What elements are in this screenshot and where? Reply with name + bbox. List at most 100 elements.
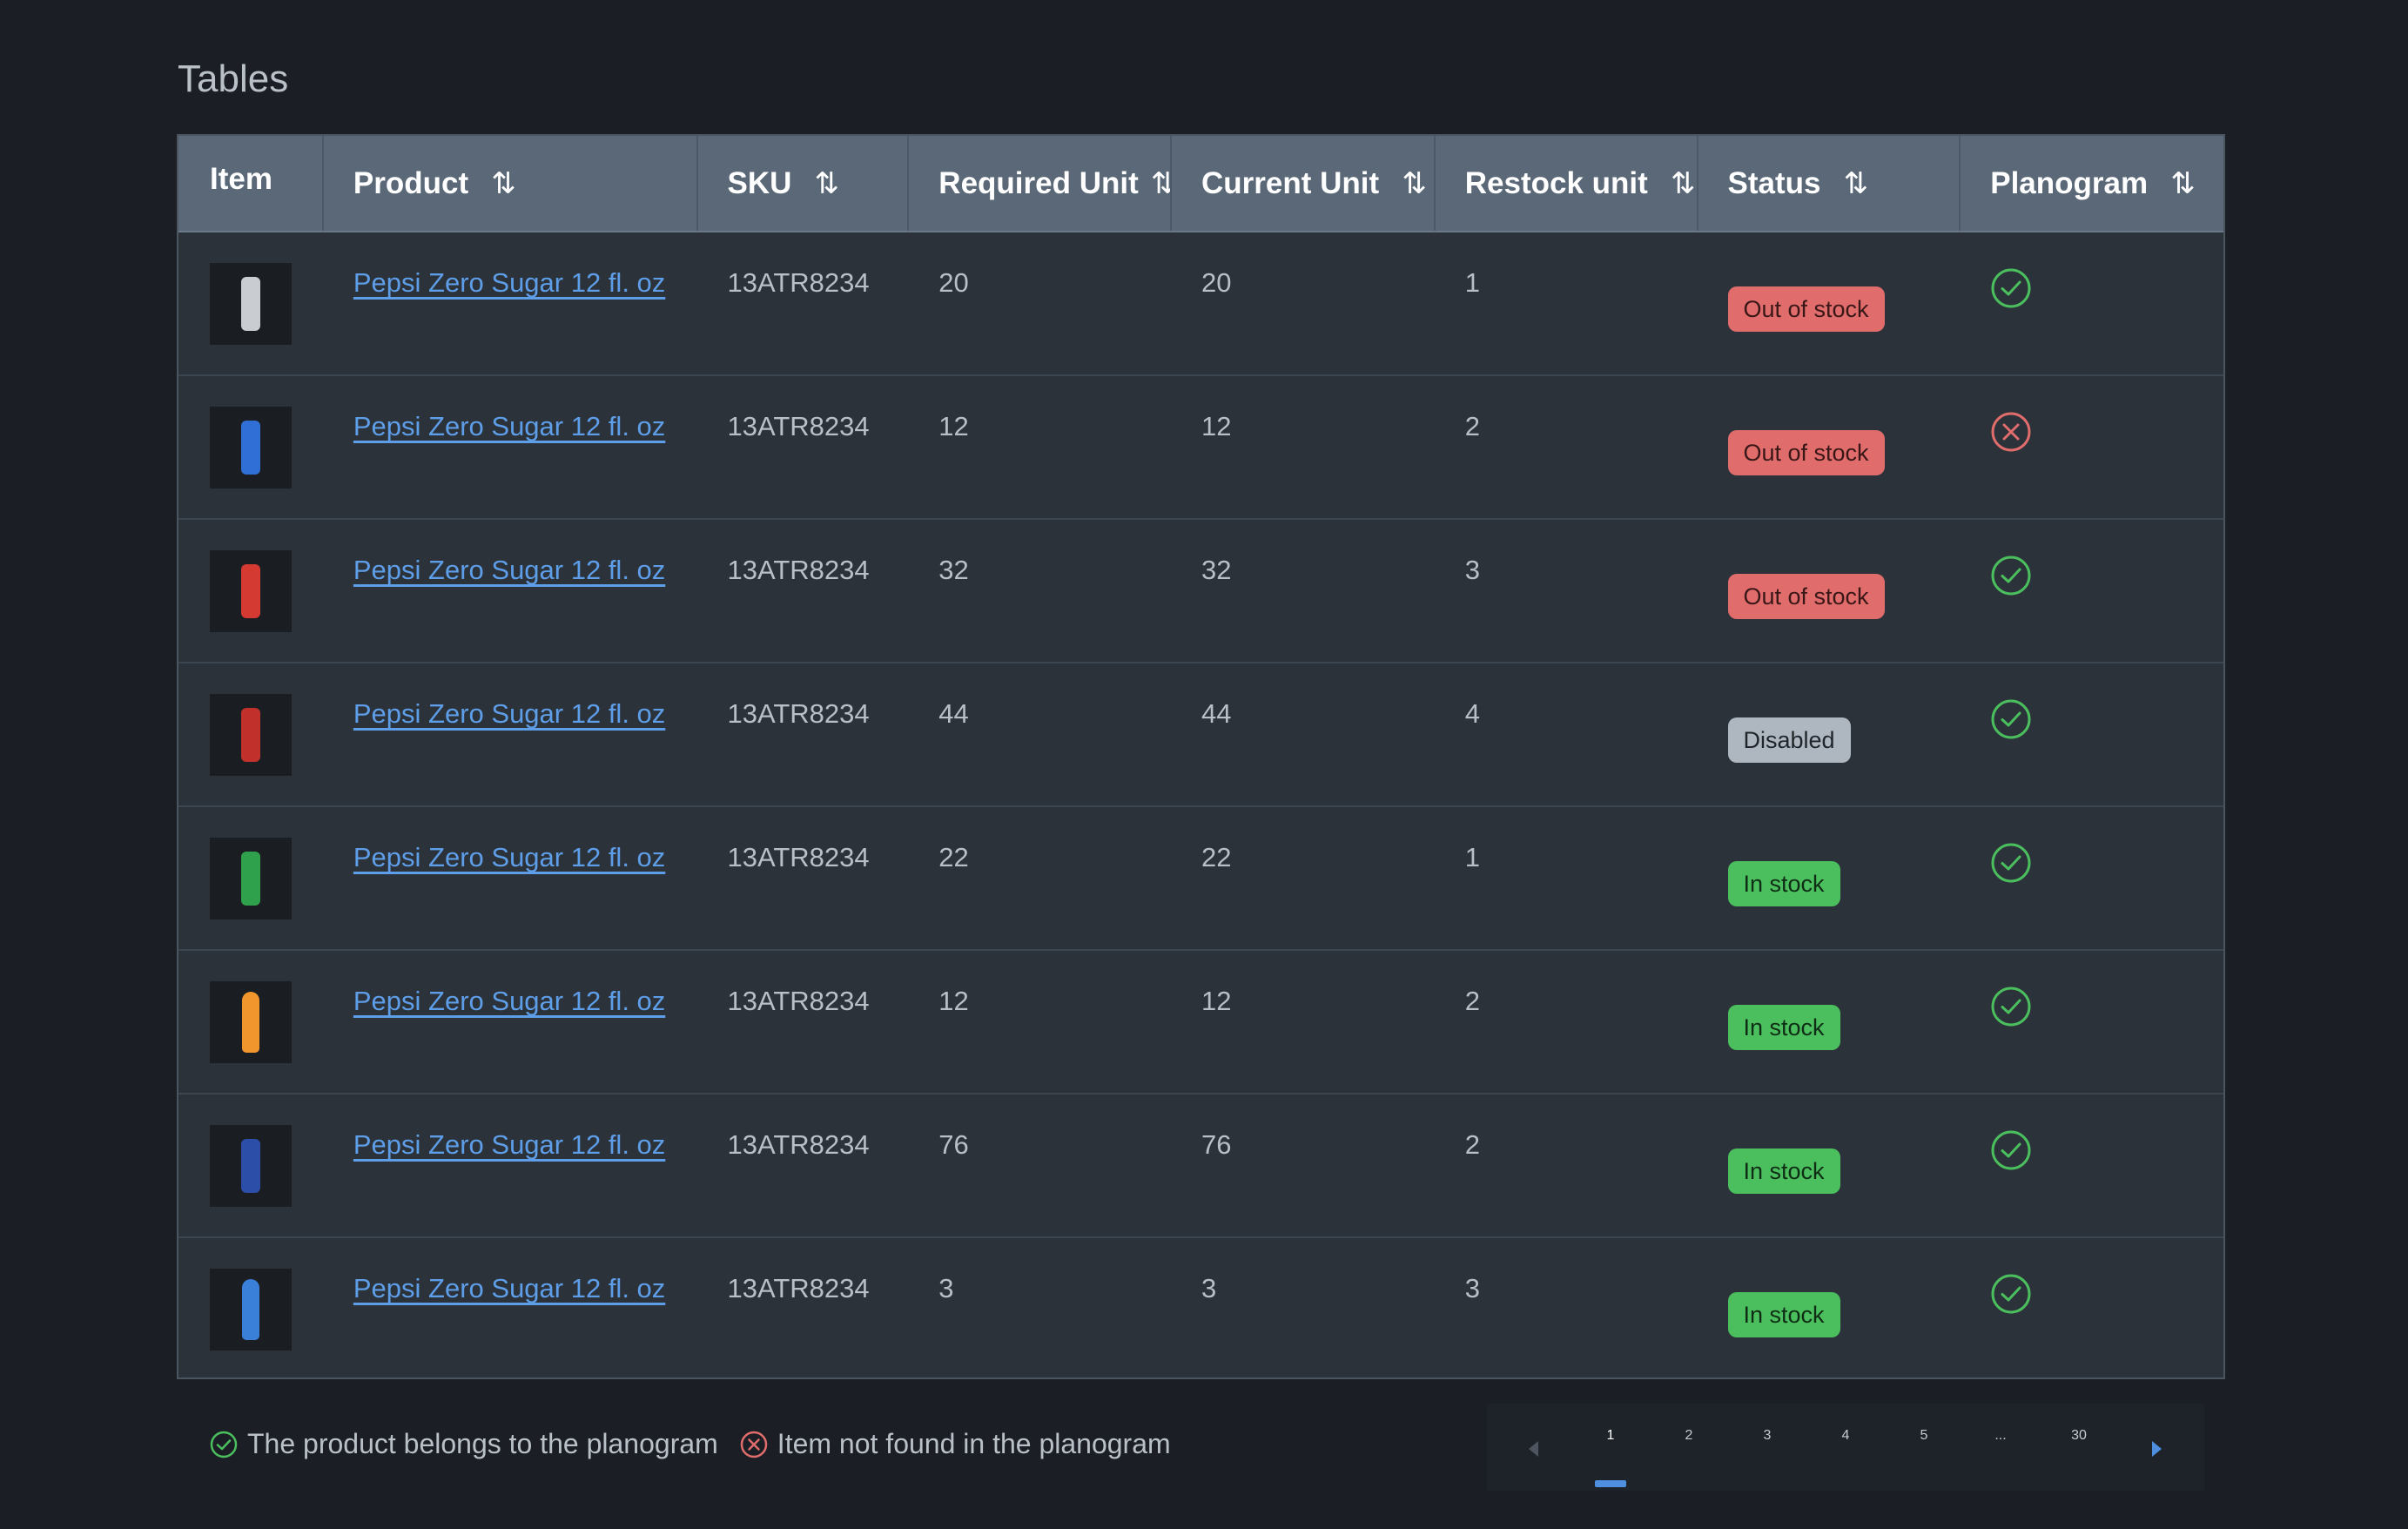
page-button-30[interactable]: 30 [2071, 1428, 2087, 1443]
product-image [241, 564, 260, 618]
sort-icon[interactable]: ⇅ [1402, 166, 1426, 200]
status-badge: Out of stock [1727, 430, 1885, 475]
header-product[interactable]: Product ⇅ [324, 136, 698, 231]
product-thumbnail [210, 407, 292, 488]
status-cell: Out of stock [1698, 376, 1961, 518]
table-row: Pepsi Zero Sugar 12 fl. oz 13ATR8234 32 32 3… [178, 520, 2223, 663]
current-unit-cell: 20 [1201, 267, 1232, 298]
header-status-label: Status [1727, 165, 1821, 200]
page-button-2[interactable]: 2 [1685, 1428, 1693, 1443]
sku-cell: 13ATR8234 [727, 555, 870, 585]
table-row: Pepsi Zero Sugar 12 fl. oz 13ATR8234 3 3 3 In… [178, 1238, 2223, 1377]
required-unit-cell: 44 [938, 698, 969, 729]
header-restock-unit[interactable]: Restock unit ⇅ [1436, 136, 1698, 231]
product-cell: Pepsi Zero Sugar 12 fl. oz [324, 232, 698, 374]
required-unit-cell: 12 [938, 986, 969, 1016]
item-cell [178, 376, 324, 518]
product-cell: Pepsi Zero Sugar 12 fl. oz [324, 376, 698, 518]
restock-unit-cell: 3 [1464, 555, 1481, 585]
check-circle-icon [1991, 987, 2031, 1027]
sort-icon[interactable]: ⇅ [1670, 166, 1695, 200]
restock-unit-cell: 1 [1464, 267, 1481, 298]
caret-left-icon[interactable] [1529, 1441, 1538, 1457]
sku-cell: 13ATR8234 [727, 842, 870, 872]
table-header: Item Product ⇅ SKU ⇅ Required Unit ⇅ Cur… [178, 136, 2223, 232]
product-link[interactable]: Pepsi Zero Sugar 12 fl. oz [353, 1129, 666, 1160]
current-unit-cell: 76 [1201, 1129, 1232, 1160]
header-sku-label: SKU [727, 165, 792, 200]
status-badge: Out of stock [1727, 286, 1885, 332]
product-image [242, 1279, 259, 1340]
current-unit-cell: 12 [1201, 986, 1232, 1016]
status-cell: Out of stock [1698, 232, 1961, 374]
page-button-3[interactable]: 3 [1763, 1428, 1772, 1443]
product-thumbnail [210, 1269, 292, 1351]
page-button-1[interactable]: 1 [1606, 1428, 1615, 1443]
item-cell [178, 232, 324, 374]
check-circle-icon [1991, 699, 2031, 739]
product-link[interactable]: Pepsi Zero Sugar 12 fl. oz [353, 842, 666, 872]
sort-icon[interactable]: ⇅ [1843, 166, 1867, 200]
legend-out-text: Item not found in the planogram [777, 1428, 1171, 1459]
caret-right-icon[interactable] [2152, 1441, 2162, 1457]
current-unit-cell: 12 [1201, 411, 1232, 441]
product-link[interactable]: Pepsi Zero Sugar 12 fl. oz [353, 267, 666, 298]
status-badge: In stock [1727, 1005, 1840, 1050]
page-button-4[interactable]: 4 [1841, 1428, 1850, 1443]
sort-icon[interactable]: ⇅ [2170, 166, 2195, 200]
status-badge: In stock [1727, 861, 1840, 906]
product-link[interactable]: Pepsi Zero Sugar 12 fl. oz [353, 1273, 666, 1303]
product-image [241, 1139, 260, 1193]
product-link[interactable]: Pepsi Zero Sugar 12 fl. oz [353, 986, 666, 1016]
check-circle-icon [1991, 268, 2031, 308]
product-image [241, 421, 260, 475]
required-unit-cell: 12 [938, 411, 969, 441]
check-circle-icon [1991, 1130, 2031, 1170]
restock-unit-cell: 2 [1464, 1129, 1481, 1160]
page-ellipsis: ... [1994, 1428, 2007, 1443]
restock-unit-cell: 1 [1464, 842, 1481, 872]
planogram-cell [1961, 232, 2223, 374]
product-link[interactable]: Pepsi Zero Sugar 12 fl. oz [353, 698, 666, 729]
header-sku[interactable]: SKU ⇅ [698, 136, 910, 231]
header-item: Item [178, 136, 324, 231]
required-unit-cell: 76 [938, 1129, 969, 1160]
table-row: Pepsi Zero Sugar 12 fl. oz 13ATR8234 44 44 4… [178, 663, 2223, 807]
sku-cell: 13ATR8234 [727, 986, 870, 1016]
product-thumbnail [210, 981, 292, 1063]
header-required-unit[interactable]: Required Unit ⇅ [909, 136, 1173, 231]
planogram-cell [1961, 807, 2223, 949]
product-cell: Pepsi Zero Sugar 12 fl. oz [324, 951, 698, 1093]
current-unit-cell: 44 [1201, 698, 1232, 729]
planogram-cell [1961, 376, 2223, 518]
sort-icon[interactable]: ⇅ [814, 166, 838, 200]
header-planogram[interactable]: Planogram ⇅ [1961, 136, 2223, 231]
header-current-unit[interactable]: Current Unit ⇅ [1172, 136, 1436, 231]
sort-icon[interactable]: ⇅ [491, 166, 515, 200]
restock-unit-cell: 3 [1464, 1273, 1481, 1303]
header-status[interactable]: Status ⇅ [1698, 136, 1961, 231]
product-cell: Pepsi Zero Sugar 12 fl. oz [324, 520, 698, 662]
product-thumbnail [210, 550, 292, 632]
current-unit-cell: 32 [1201, 555, 1232, 585]
table-row: Pepsi Zero Sugar 12 fl. oz 13ATR8234 76 76 2… [178, 1095, 2223, 1238]
current-unit-cell: 3 [1201, 1273, 1217, 1303]
product-thumbnail [210, 694, 292, 776]
header-current-unit-label: Current Unit [1201, 165, 1380, 200]
sort-icon[interactable]: ⇅ [1150, 166, 1171, 200]
product-cell: Pepsi Zero Sugar 12 fl. oz [324, 1238, 698, 1377]
header-planogram-label: Planogram [1990, 165, 2149, 200]
required-unit-cell: 22 [938, 842, 969, 872]
product-link[interactable]: Pepsi Zero Sugar 12 fl. oz [353, 555, 666, 585]
product-thumbnail [210, 838, 292, 919]
page-button-5[interactable]: 5 [1920, 1428, 1928, 1443]
status-cell: In stock [1698, 1238, 1961, 1377]
sku-cell: 13ATR8234 [727, 698, 870, 729]
restock-unit-cell: 4 [1464, 698, 1481, 729]
item-cell [178, 663, 324, 805]
header-required-unit-label: Required Unit [938, 165, 1139, 200]
item-cell [178, 951, 324, 1093]
product-link[interactable]: Pepsi Zero Sugar 12 fl. oz [353, 411, 666, 441]
product-cell: Pepsi Zero Sugar 12 fl. oz [324, 663, 698, 805]
product-cell: Pepsi Zero Sugar 12 fl. oz [324, 1095, 698, 1236]
